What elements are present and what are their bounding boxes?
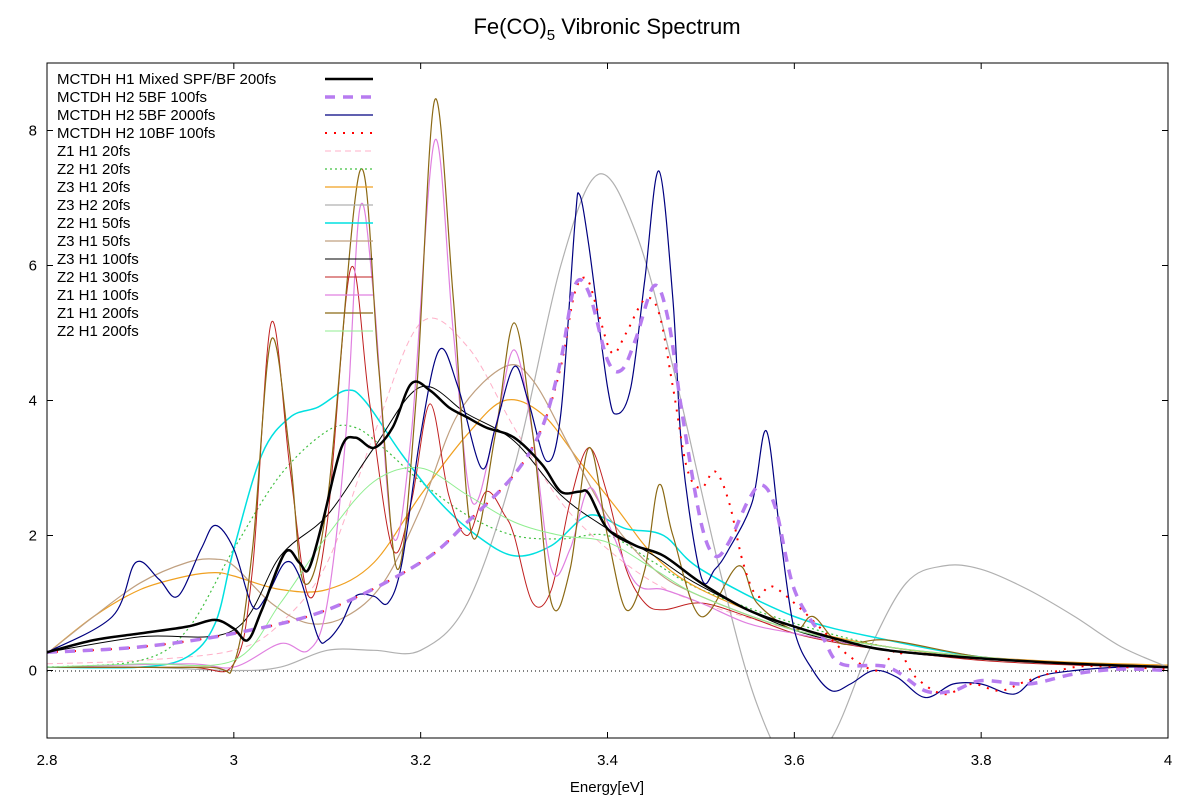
x-tick-label: 3.4	[597, 752, 618, 769]
y-tick-label: 2	[29, 528, 37, 545]
series-line-0	[47, 380, 1168, 669]
legend-entry-label: MCTDH H2 5BF 100fs	[57, 89, 207, 106]
x-axis: 2.8 3 3.2 3.4 3.6 3.8 4	[37, 63, 1172, 769]
x-tick-label: 4	[1164, 752, 1172, 769]
y-tick-label: 6	[29, 258, 37, 275]
y-tick-label: 4	[29, 393, 37, 410]
series-group	[47, 98, 1168, 738]
title-subscript: 5	[547, 27, 555, 44]
x-tick-label: 3.8	[971, 752, 992, 769]
chart-title: Fe(CO)5 Vibronic Spectrum	[473, 14, 740, 44]
series-line-12	[47, 138, 1168, 669]
legend-entry-label: Z1 H1 200fs	[57, 305, 139, 322]
legend-entry-label: Z1 H1 100fs	[57, 287, 139, 304]
series-line-14	[47, 466, 1168, 668]
title-main: Fe(CO)	[473, 14, 546, 39]
series-line-2	[47, 170, 1168, 699]
x-tick-label: 3.2	[410, 752, 431, 769]
legend-entry-label: Z3 H2 20fs	[57, 197, 130, 214]
legend-entry-label: MCTDH H1 Mixed SPF/BF 200fs	[57, 71, 276, 88]
y-tick-label: 0	[29, 663, 37, 680]
title-suffix: Vibronic Spectrum	[555, 14, 740, 39]
legend-entry-label: MCTDH H2 5BF 2000fs	[57, 107, 215, 124]
series-line-1	[47, 277, 1168, 695]
series-line-13	[47, 98, 1168, 674]
y-tick-label: 8	[29, 123, 37, 140]
legend-entry-label: Z2 H1 300fs	[57, 269, 139, 286]
x-tick-label: 3.6	[784, 752, 805, 769]
x-axis-label: Energy[eV]	[570, 779, 644, 796]
legend-entry-label: Z3 H1 50fs	[57, 233, 130, 250]
y-axis: 0 2 4 6 8	[29, 123, 1168, 680]
legend-entry-label: Z2 H1 20fs	[57, 161, 130, 178]
legend-entry-label: MCTDH H2 10BF 100fs	[57, 125, 215, 142]
legend-entry-label: Z2 H1 200fs	[57, 323, 139, 340]
series-line-11	[47, 265, 1168, 673]
series-line-8	[47, 389, 1168, 669]
x-tick-label: 3	[230, 752, 238, 769]
legend-entry-label: Z2 H1 50fs	[57, 215, 130, 232]
legend-entry-label: Z3 H1 20fs	[57, 179, 130, 196]
legend-entry-label: Z3 H1 100fs	[57, 251, 139, 268]
legend-entry-label: Z1 H1 20fs	[57, 143, 130, 160]
x-tick-label: 2.8	[37, 752, 58, 769]
